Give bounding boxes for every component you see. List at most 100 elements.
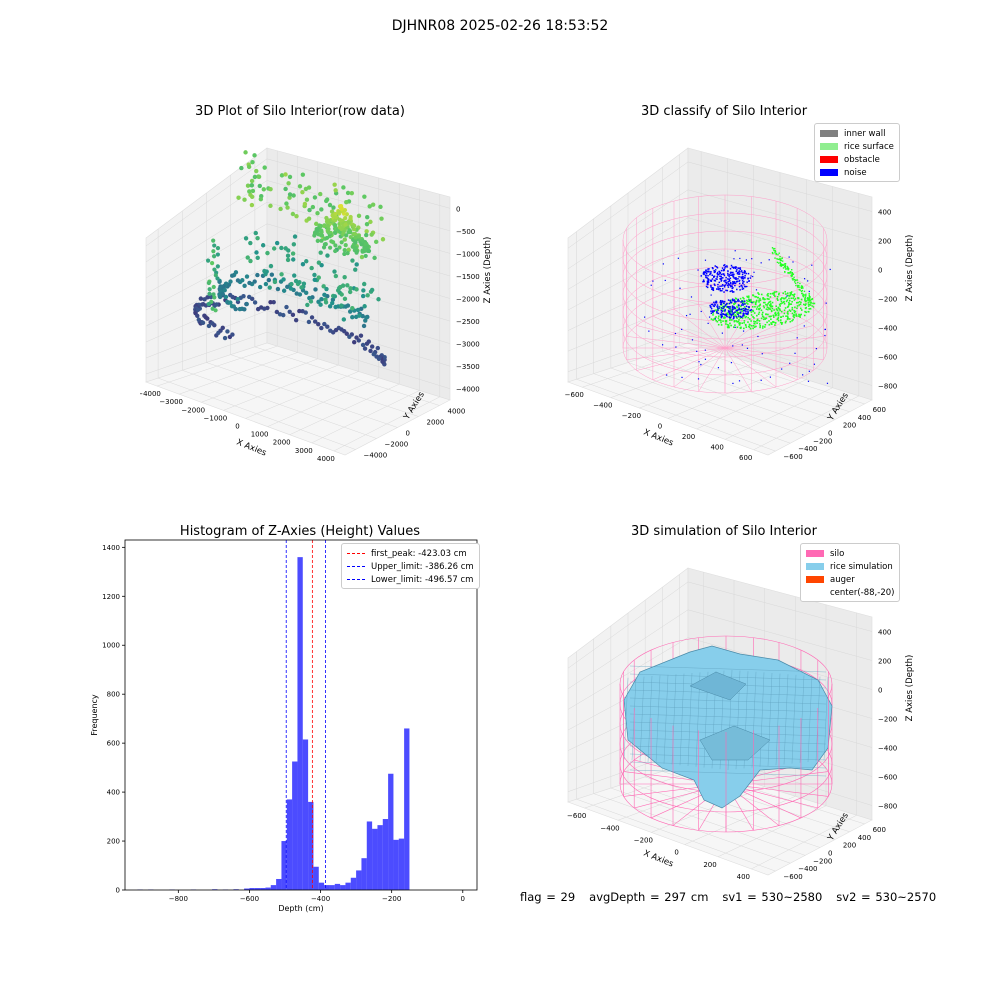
noise-point <box>747 312 749 314</box>
rice-surface-point <box>803 294 806 296</box>
noise-point <box>736 288 738 291</box>
rice-surface-point <box>748 325 750 328</box>
raw-point <box>363 318 368 323</box>
rice-surface-point <box>751 301 754 304</box>
raw-point <box>318 302 323 307</box>
raw-point <box>359 254 365 260</box>
rice-surface-point <box>748 323 751 326</box>
p3-legend-line <box>347 579 365 580</box>
raw-point <box>339 206 344 211</box>
raw-point <box>360 313 365 319</box>
rice-surface-point <box>780 316 782 318</box>
raw-point <box>380 237 386 242</box>
surface-mesh-line <box>629 761 827 769</box>
raw-point <box>290 312 296 318</box>
rice-surface-point <box>805 300 808 302</box>
noise-point <box>717 283 719 286</box>
raw-point <box>271 299 276 305</box>
noise-point <box>721 300 724 302</box>
rice-surface-point <box>768 298 770 300</box>
noise-point <box>742 277 744 279</box>
noise-point <box>716 305 718 308</box>
rice-surface-point <box>800 313 802 316</box>
rice-surface-point <box>789 320 792 323</box>
noise-point <box>728 302 731 305</box>
y-tick-label: 0 <box>828 850 832 858</box>
silo-spoke <box>636 347 726 371</box>
raw-point <box>287 195 292 200</box>
rice-surface-point <box>774 312 777 315</box>
rice-surface-point <box>780 259 782 262</box>
rice-surface-point <box>793 309 795 312</box>
raw-point <box>332 182 337 187</box>
p2-legend-entry-noise: noise <box>820 166 894 179</box>
raw-point <box>309 265 314 271</box>
noise-point <box>736 272 739 275</box>
raw-point <box>205 316 210 321</box>
noise-point <box>710 279 713 282</box>
noise-point <box>720 269 723 272</box>
rice-surface-point <box>762 301 765 304</box>
y-tick-label: 4000 <box>448 408 466 416</box>
raw-point <box>350 258 355 263</box>
y-tick-label: 200 <box>843 422 856 430</box>
silo-spoke <box>652 315 726 349</box>
noise-point <box>712 288 714 291</box>
raw-point <box>206 301 211 307</box>
rice-surface-point <box>743 308 746 311</box>
rice-surface-point <box>743 321 745 324</box>
p2-legend-swatch <box>820 169 838 176</box>
rice-surface-point <box>733 312 735 315</box>
rice-surface-point <box>801 289 804 292</box>
noise-point <box>716 310 718 313</box>
raw-point <box>337 225 342 230</box>
noise-point <box>729 290 731 293</box>
noise-point <box>738 271 740 273</box>
rice-surface-point <box>781 297 783 299</box>
raw-point <box>363 253 368 259</box>
raw-point <box>344 233 349 238</box>
rice-surface-point <box>791 312 794 315</box>
histogram-bar <box>276 878 282 890</box>
rice-surface-point <box>781 260 784 262</box>
x-tick-label: −4000 <box>140 390 161 398</box>
rice-surface-point <box>763 306 766 309</box>
rice-surface-point <box>717 317 720 319</box>
noise-point <box>788 256 790 258</box>
noise-point <box>742 275 744 278</box>
raw-point <box>325 224 331 229</box>
rice-surface-point <box>739 297 742 300</box>
noise-point <box>736 309 739 311</box>
rice-surface-point <box>723 317 725 319</box>
noise-point <box>728 316 730 318</box>
noise-point <box>807 380 810 382</box>
rice-surface-point <box>777 311 780 314</box>
noise-point <box>746 281 748 283</box>
noise-point <box>711 286 713 289</box>
rice-surface-point <box>787 316 789 319</box>
noise-point <box>738 280 740 283</box>
noise-point <box>734 277 736 279</box>
raw-point <box>195 307 201 312</box>
noise-point <box>724 304 727 306</box>
raw-point <box>268 203 273 209</box>
p4-zlabel: Z Axies (Depth) <box>905 655 915 722</box>
raw-point <box>215 252 220 257</box>
x-tick-label: 0 <box>674 849 678 857</box>
raw-point <box>306 185 312 190</box>
raw-point <box>354 287 359 292</box>
rice-surface-point <box>752 324 755 327</box>
noise-point <box>738 308 741 311</box>
noise-point <box>681 376 683 379</box>
depth-histogram[interactable]: −800 −600 −400 −200 0 0 200 400 600 800 1000 1200 14… <box>80 535 490 920</box>
raw-point <box>319 238 324 243</box>
raw-point <box>220 291 225 297</box>
rice-surface-point <box>791 274 793 276</box>
noise-point <box>727 310 730 312</box>
raw-point <box>228 292 233 298</box>
noise-point <box>739 257 741 260</box>
rice-surface-point <box>809 296 811 298</box>
